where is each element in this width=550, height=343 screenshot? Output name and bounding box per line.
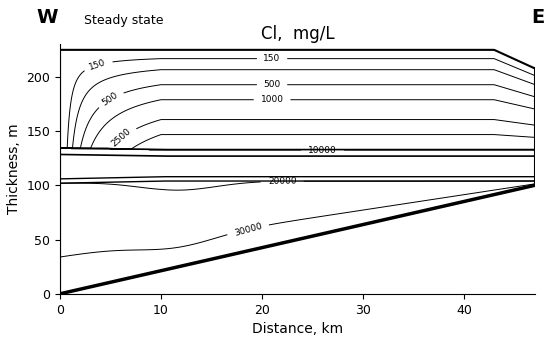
Text: E: E	[531, 8, 544, 27]
Text: 150: 150	[88, 58, 107, 72]
Text: 10000: 10000	[308, 145, 337, 155]
Text: 500: 500	[101, 91, 120, 108]
Text: 20000: 20000	[268, 177, 296, 186]
Text: W: W	[36, 8, 58, 27]
Text: Steady state: Steady state	[84, 14, 163, 27]
Text: 150: 150	[263, 54, 280, 63]
Text: 1000: 1000	[261, 95, 284, 104]
X-axis label: Distance, km: Distance, km	[252, 322, 343, 336]
Y-axis label: Thickness, m: Thickness, m	[7, 124, 21, 214]
Title: Cl,  mg/L: Cl, mg/L	[261, 25, 334, 43]
Text: 500: 500	[263, 80, 280, 89]
Text: 30000: 30000	[233, 221, 263, 237]
Text: 2500: 2500	[110, 127, 133, 149]
